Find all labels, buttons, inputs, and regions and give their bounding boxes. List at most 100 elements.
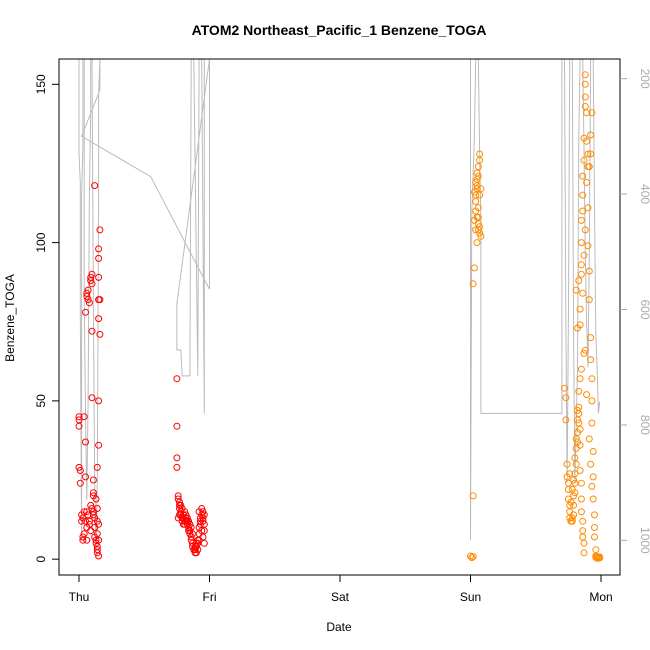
data-point	[173, 463, 181, 471]
data-point	[577, 479, 585, 487]
data-point	[575, 410, 583, 418]
data-point	[584, 242, 592, 250]
data-point	[581, 346, 589, 354]
data-point	[200, 511, 208, 519]
data-point	[574, 438, 581, 446]
data-point	[575, 387, 583, 395]
data-point	[585, 435, 593, 443]
trace-line-layer	[78, 58, 601, 552]
data-point	[576, 467, 584, 474]
data-point	[80, 530, 88, 538]
data-point	[576, 321, 584, 329]
data-point	[191, 546, 199, 554]
data-point	[589, 473, 597, 481]
data-point	[576, 305, 584, 313]
x-tick-label: Thu	[69, 590, 90, 604]
data-point	[587, 356, 595, 364]
trace-line	[78, 58, 601, 552]
y2-tick-label: 800	[638, 415, 650, 435]
data-point	[580, 156, 588, 164]
data-point	[95, 254, 103, 262]
data-point	[579, 207, 587, 215]
data-point	[587, 131, 595, 139]
data-point	[577, 508, 585, 516]
data-point	[82, 438, 89, 446]
data-point	[581, 80, 589, 88]
data-point	[473, 169, 481, 177]
data-point	[474, 226, 482, 234]
data-point	[472, 226, 480, 234]
data-point	[570, 511, 578, 519]
data-point	[95, 552, 103, 560]
data-point	[568, 514, 576, 522]
data-point	[584, 204, 592, 212]
data-point	[574, 416, 581, 424]
data-point	[83, 289, 91, 297]
data-point	[577, 239, 585, 247]
data-point	[583, 137, 591, 145]
x-tick-label: Mon	[589, 590, 612, 604]
data-point	[580, 539, 588, 547]
y-axis-label: Benzene_TOGA	[3, 274, 17, 362]
x-axis: Thu Fri Sat Sun Mon	[69, 575, 613, 604]
data-point	[583, 179, 591, 186]
data-point	[95, 397, 103, 405]
data-point	[476, 156, 484, 164]
data-point	[88, 394, 96, 402]
y-tick-label: 150	[34, 74, 48, 94]
data-point	[587, 334, 595, 342]
data-point	[87, 527, 95, 535]
data-point	[93, 543, 101, 550]
data-point	[577, 216, 585, 224]
data-point	[568, 517, 576, 525]
data-point	[176, 511, 183, 519]
data-point	[596, 554, 604, 562]
data-point	[574, 406, 581, 414]
data-point	[587, 460, 595, 468]
data-point	[571, 470, 579, 478]
data-point	[93, 546, 101, 554]
data-point	[89, 511, 97, 519]
data-point	[585, 163, 593, 171]
data-point	[577, 270, 585, 278]
data-point	[191, 549, 199, 557]
data-point	[83, 536, 91, 544]
data-point	[85, 299, 93, 307]
data-point	[173, 454, 181, 462]
data-point	[583, 109, 591, 117]
data-point	[76, 467, 84, 474]
data-point	[588, 109, 596, 117]
data-point	[195, 536, 203, 544]
data-point	[78, 517, 86, 525]
data-point	[88, 505, 96, 512]
data-point	[174, 514, 182, 522]
data-point	[93, 517, 101, 525]
data-point	[575, 277, 583, 285]
data-point	[83, 508, 91, 516]
data-point	[561, 384, 568, 392]
data-point	[179, 520, 187, 528]
data-point	[572, 435, 580, 443]
data-point	[200, 539, 208, 547]
data-point	[472, 198, 480, 205]
data-point	[83, 292, 91, 300]
x-tick-label: Sat	[331, 590, 350, 604]
data-point	[75, 422, 83, 430]
data-point	[95, 273, 103, 281]
data-point	[199, 533, 207, 541]
data-point	[477, 232, 485, 240]
data-point	[186, 530, 194, 538]
data-point	[567, 498, 575, 506]
data-point	[564, 486, 572, 493]
data-point	[87, 277, 95, 285]
data-point	[198, 527, 206, 535]
data-point	[591, 511, 598, 519]
x-axis-label: Date	[326, 620, 352, 634]
data-point	[591, 533, 598, 541]
data-point	[566, 470, 574, 478]
data-point	[562, 394, 570, 402]
data-point	[75, 463, 83, 471]
data-point	[79, 536, 87, 544]
data-point	[82, 308, 89, 316]
